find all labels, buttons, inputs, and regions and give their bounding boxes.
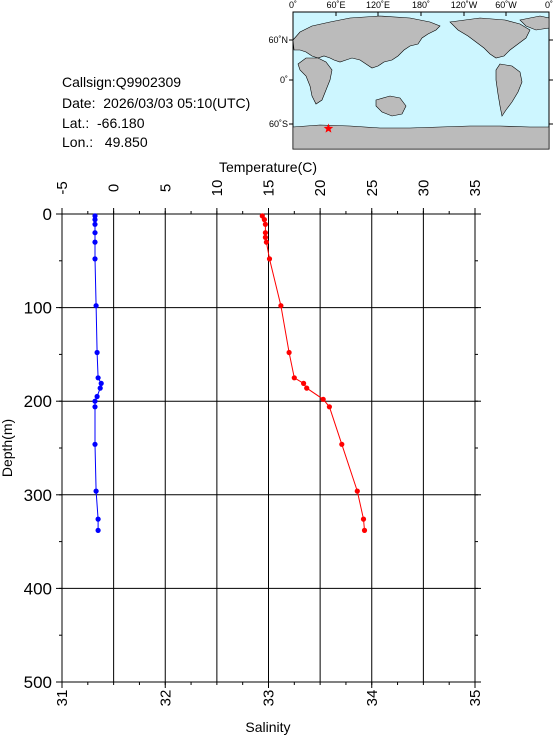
- depth-tick-label: 300: [24, 486, 52, 505]
- station-marker: [323, 123, 334, 133]
- map-lat-label: 60˚N: [268, 35, 288, 45]
- salinity-point: [92, 398, 98, 404]
- bottom-tick-label: 31: [54, 690, 71, 707]
- axis-ticks: [56, 208, 481, 688]
- top-axis-label: Temperature(C): [219, 159, 317, 175]
- latitude-label: Lat.: -66.180: [62, 115, 145, 131]
- top-tick-label: 0: [106, 184, 123, 192]
- salinity-point: [94, 393, 100, 400]
- temperature-point: [301, 380, 307, 386]
- salinity-point: [92, 213, 98, 219]
- temperature-point: [339, 441, 345, 447]
- salinity-point: [92, 441, 98, 447]
- salinity-point: [95, 527, 101, 534]
- bottom-tick-label: 34: [364, 690, 381, 707]
- temperature-point: [320, 396, 326, 402]
- temperature-point: [286, 349, 292, 356]
- salinity-point: [93, 488, 99, 494]
- world-map: [292, 11, 550, 150]
- star-icon: [323, 123, 334, 133]
- salinity-point: [94, 349, 100, 356]
- bottom-tick-label: 33: [261, 690, 278, 707]
- map-lon-label: 60˚W: [495, 0, 517, 10]
- y-axis-label: Depth(m): [0, 419, 15, 477]
- map-land: [292, 15, 550, 150]
- temperature-point: [291, 375, 297, 381]
- salinity-point: [98, 380, 104, 386]
- temperature-point: [354, 488, 360, 494]
- temperature-point: [262, 230, 268, 236]
- depth-tick-label: 500: [24, 673, 52, 692]
- temperature-point: [361, 527, 368, 534]
- salinity-point: [95, 375, 101, 381]
- salinity-point: [92, 256, 98, 262]
- bottom-axis-label: Salinity: [245, 719, 290, 735]
- series-layer: [92, 213, 368, 534]
- date-label: Date: 2026/03/03 05:10(UTC): [62, 95, 251, 111]
- top-tick-label: 10: [209, 180, 226, 197]
- top-tick-label: 20: [312, 180, 329, 197]
- temperature-point: [261, 217, 267, 223]
- temperature-point: [263, 239, 269, 245]
- temperature-point: [262, 221, 268, 227]
- salinity-point: [93, 303, 99, 309]
- map-lon-label: 120˚E: [366, 0, 390, 10]
- depth-tick-label: 400: [24, 579, 52, 598]
- temperature-point: [304, 385, 310, 391]
- top-tick-label: -5: [54, 181, 71, 194]
- bottom-tick-label: 35: [467, 690, 484, 707]
- temperature-point: [326, 404, 332, 410]
- top-tick-label: 25: [364, 180, 381, 197]
- salinity-line: [94, 215, 102, 531]
- top-tick-label: 15: [261, 180, 278, 197]
- temperature-line: [261, 215, 365, 531]
- grid-lines: [61, 213, 476, 683]
- depth-tick-label: 0: [43, 205, 52, 224]
- top-tick-label: 35: [467, 180, 484, 197]
- map-lat-label: 60˚S: [269, 119, 288, 129]
- salinity-point: [97, 385, 103, 391]
- longitude-label: Lon.: 49.850: [62, 134, 148, 150]
- depth-tick-label: 100: [24, 299, 52, 318]
- map-lon-label: 0˚: [289, 0, 297, 10]
- salinity-point: [92, 404, 98, 410]
- salinity-point: [92, 230, 98, 236]
- temperature-point: [278, 303, 284, 309]
- salinity-point: [92, 239, 98, 245]
- depth-tick-label: 200: [24, 392, 52, 411]
- callsign-label: Callsign:Q9902309: [62, 74, 182, 90]
- map-lon-label: 180˚: [412, 0, 430, 10]
- top-tick-label: 30: [415, 180, 432, 197]
- bottom-tick-label: 32: [157, 690, 174, 707]
- map-labels: 0˚ 60˚E 120˚E 180˚ 120˚W 60˚W 0˚ 60˚N 0˚ 60˚S: [268, 0, 553, 129]
- map-lon-label: 120˚W: [451, 0, 478, 10]
- temperature-point: [360, 516, 367, 522]
- salinity-point: [95, 516, 101, 522]
- temperature-point: [262, 234, 268, 240]
- salinity-point: [92, 217, 98, 223]
- map-lon-label: 0˚: [545, 0, 553, 10]
- salinity-point: [92, 221, 98, 227]
- map-lon-label: 60˚E: [326, 0, 345, 10]
- map-lat-label: 0˚: [280, 75, 288, 85]
- temperature-point: [266, 256, 273, 262]
- top-tick-label: 5: [157, 184, 174, 192]
